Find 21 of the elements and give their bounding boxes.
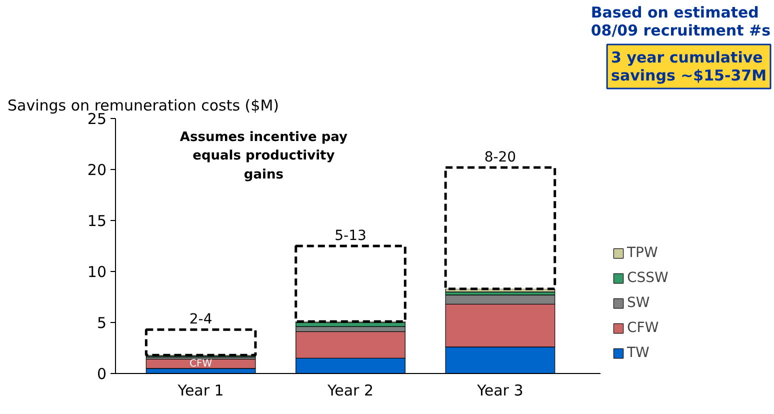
x-tick-label: Year 1 [176, 382, 224, 400]
total-label: 2-4 [189, 312, 212, 328]
y-tick-label: 10 [87, 263, 107, 281]
legend-label: SW [627, 295, 650, 311]
y-tick-label: 0 [96, 365, 107, 383]
total-label: 8-20 [484, 149, 516, 166]
y-tick-label: 20 [87, 161, 107, 179]
x-tick-label: Year 2 [326, 382, 374, 400]
total-label: 5-13 [334, 228, 366, 244]
legend-label: CFW [627, 320, 659, 336]
legend-label: CSSW [627, 270, 668, 286]
legend-label: TPW [627, 245, 658, 261]
text: Based on estimated 08/09 recruitment #s [590, 4, 771, 40]
legend-label: TW [627, 345, 650, 361]
y-tick-label: 25 [87, 110, 107, 128]
annotation: CFW [190, 358, 212, 370]
y-tick-label: 5 [96, 314, 107, 332]
y-tick-label: 15 [87, 212, 107, 230]
text: 3 year cumulative savings ~$15-37M [611, 48, 767, 84]
x-tick-label: Year 3 [476, 382, 524, 400]
annotation: Assumes incentive pay equals productivity gains [180, 130, 348, 182]
